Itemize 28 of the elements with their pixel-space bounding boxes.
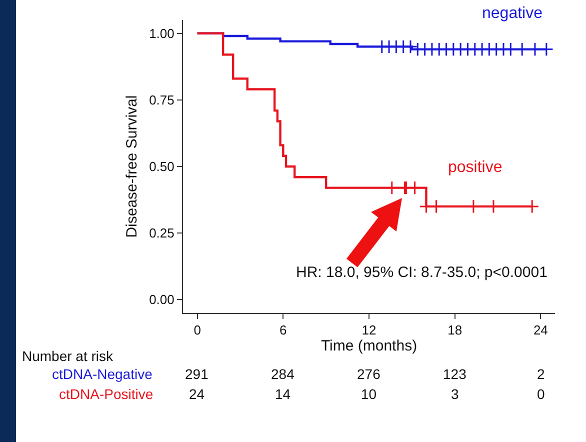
text: 291 [185, 366, 209, 382]
annotation: HR: 18.0, 95% CI: 8.7-35.0; p<0.0001 [296, 264, 548, 281]
text: 276 [357, 366, 381, 382]
text: 10 [361, 386, 377, 402]
y-axis-title: Disease-free Survival [123, 95, 140, 238]
text: ctDNA-Positive [59, 386, 154, 402]
series-label: negative [482, 5, 543, 22]
y-tick-label: 0.25 [149, 226, 174, 241]
x-axis-title: Time (months) [320, 338, 418, 355]
x-tick-label: 6 [280, 322, 287, 338]
y-tick-label: 0.75 [149, 92, 174, 108]
text: 0 [537, 386, 545, 402]
text: 24 [189, 386, 205, 402]
x-tick-label: 12 [362, 322, 376, 338]
text: 2 [537, 366, 545, 382]
y-tick-label: 0.00 [149, 292, 174, 308]
text: Number at risk [22, 348, 114, 364]
x-tick-label: 0 [194, 322, 201, 338]
series-label: positive [448, 159, 502, 176]
text: 14 [275, 386, 291, 402]
text: 284 [271, 366, 295, 382]
x-tick-label: 24 [533, 322, 548, 338]
y-tick-label: 0.50 [149, 159, 174, 174]
text: 3 [451, 386, 459, 402]
x-tick-label: 18 [448, 322, 462, 338]
text: ctDNA-Negative [52, 366, 153, 382]
y-tick-label: 1.00 [149, 26, 174, 41]
text: 123 [443, 366, 467, 382]
